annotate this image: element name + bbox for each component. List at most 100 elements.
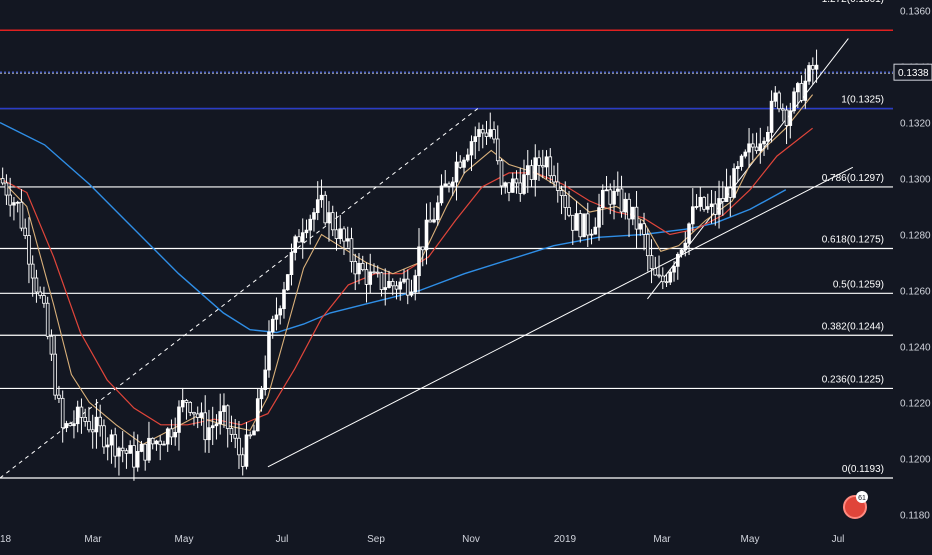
time-axis-layer: 18 Mar May Jul Sep Nov 2019 Mar May Jul xyxy=(0,534,844,545)
price-tick-label: 0.1240 xyxy=(900,342,931,353)
candle-body xyxy=(109,434,114,446)
candle-body xyxy=(492,129,496,140)
candle-body xyxy=(559,190,564,196)
candle-body xyxy=(353,261,358,275)
candle-body xyxy=(653,268,658,276)
candle-body xyxy=(30,263,35,279)
candle-body xyxy=(300,232,305,243)
candle-body xyxy=(169,428,174,438)
candle-body xyxy=(308,218,313,231)
candle-body xyxy=(447,183,451,187)
candle-body xyxy=(750,143,755,148)
candle-body xyxy=(615,188,620,192)
candle-body xyxy=(375,271,380,274)
fib-level-label: 0.786(0.1297) xyxy=(822,173,884,184)
candle-body xyxy=(698,196,703,207)
candle-body xyxy=(529,165,534,180)
candle-body xyxy=(687,223,691,244)
fib-level-label: 0.5(0.1259) xyxy=(833,279,884,290)
long-support-trendline xyxy=(267,166,854,468)
candle-body xyxy=(690,206,695,225)
candle-body xyxy=(747,143,751,153)
candle-body xyxy=(278,308,283,316)
candle-body xyxy=(368,271,373,285)
candle-body xyxy=(203,412,208,441)
candle-body xyxy=(754,146,759,152)
candle-body xyxy=(57,394,61,399)
candle-body xyxy=(675,253,680,267)
candle-body xyxy=(165,428,170,445)
candle-body xyxy=(342,228,346,242)
candle-body xyxy=(45,302,50,337)
candle-body xyxy=(627,198,631,220)
candle-body xyxy=(173,432,178,438)
candle-body xyxy=(544,156,549,168)
candle-body xyxy=(454,161,459,183)
candle-body xyxy=(180,400,185,408)
candle-body xyxy=(724,187,729,202)
candle-body xyxy=(252,430,256,436)
candle-body xyxy=(293,236,298,253)
candle-body xyxy=(379,272,384,290)
candle-body xyxy=(240,454,245,467)
candle-body xyxy=(177,406,181,433)
candle-body xyxy=(263,369,268,390)
candle-body xyxy=(23,227,27,237)
candle-body xyxy=(312,212,316,220)
candle-body xyxy=(360,262,365,271)
candle-body xyxy=(87,421,91,431)
ma-fast-line xyxy=(0,94,814,446)
candle-body xyxy=(480,129,485,134)
candle-body xyxy=(428,219,433,223)
candle-body xyxy=(578,213,583,238)
candle-body xyxy=(495,138,500,162)
candle-body xyxy=(150,437,155,445)
candle-body xyxy=(338,228,343,240)
candle-body xyxy=(225,405,230,429)
candle-body xyxy=(799,83,804,101)
candle-body xyxy=(570,214,575,231)
candle-body xyxy=(769,100,774,133)
candle-body xyxy=(582,213,586,238)
current-price-tag xyxy=(893,63,932,81)
candle-body xyxy=(645,234,650,257)
candle-body xyxy=(713,203,718,215)
candle-body xyxy=(784,109,789,126)
time-tick-label: May xyxy=(741,534,760,545)
candle-body xyxy=(473,136,478,142)
candle-body xyxy=(758,143,763,152)
candle-body xyxy=(323,194,328,224)
candle-body xyxy=(597,207,601,228)
candle-body xyxy=(773,92,778,102)
candle-body xyxy=(27,235,31,265)
candle-body xyxy=(75,406,80,425)
candle-body xyxy=(420,246,425,251)
candle-body xyxy=(229,428,234,435)
moving-averages-layer xyxy=(0,94,814,446)
candle-body xyxy=(349,238,354,262)
candle-body xyxy=(638,223,643,230)
candle-body xyxy=(814,64,819,70)
candle-body xyxy=(484,132,489,137)
candle-body xyxy=(372,271,376,274)
candle-body xyxy=(188,402,193,413)
candle-body xyxy=(593,226,598,235)
candle-body xyxy=(679,249,684,255)
candle-body xyxy=(469,141,474,156)
horizontal-lines-layer xyxy=(0,29,893,479)
candle-body xyxy=(8,194,12,206)
candle-body xyxy=(465,154,470,161)
candle-body xyxy=(811,65,815,70)
fib-level-label: 1.272(0.1361) xyxy=(822,0,884,5)
candle-body xyxy=(135,451,140,468)
candle-body xyxy=(244,434,249,467)
candle-body xyxy=(132,445,136,468)
candle-body xyxy=(105,444,110,448)
candle-body xyxy=(766,132,770,142)
candle-body xyxy=(488,129,493,137)
candle-body xyxy=(128,445,132,454)
candle-body xyxy=(739,155,744,167)
